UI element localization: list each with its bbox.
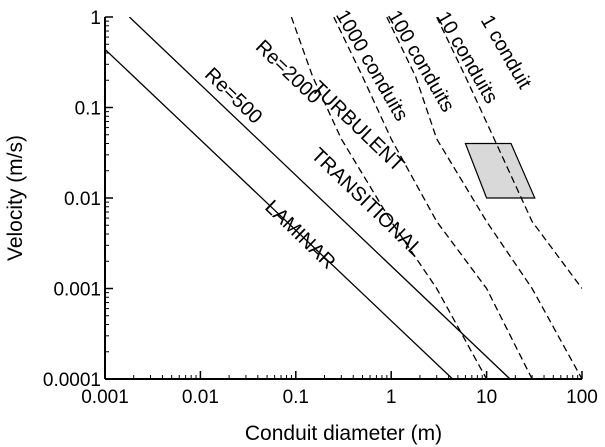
y-tick-label: 0.01 xyxy=(64,189,101,210)
x-tick-label: 0.01 xyxy=(182,387,219,408)
series-line-re-500 xyxy=(105,48,454,379)
y-tick-label: 0.0001 xyxy=(43,370,101,391)
annotation-laminar: LAMINAR xyxy=(260,196,339,274)
y-tick-label: 0.001 xyxy=(53,280,101,301)
y-axis-title: Velocity (m/s) xyxy=(4,135,27,261)
x-tick-label: 10 xyxy=(476,387,497,408)
annotation-re-2000: Re=2000 xyxy=(251,36,325,109)
series-line-re-2000 xyxy=(128,17,511,379)
series-line-100-conduits xyxy=(333,17,533,379)
series-line-1000-conduits xyxy=(290,17,488,379)
x-axis-title: Conduit diameter (m) xyxy=(245,422,442,445)
x-tick-label: 100 xyxy=(566,387,598,408)
annotation-re-500: Re=500 xyxy=(200,64,266,129)
shaded-region xyxy=(464,142,536,199)
x-tick-label: 0.001 xyxy=(81,387,129,408)
y-tick-label: 0.1 xyxy=(75,99,101,120)
series-line-1-conduit xyxy=(436,17,582,289)
plot-area xyxy=(105,17,582,379)
y-tick-label: 1 xyxy=(90,8,101,29)
x-tick-label: 0.1 xyxy=(283,387,309,408)
x-tick-label: 1 xyxy=(386,387,397,408)
series-line-10-conduits xyxy=(386,17,582,379)
